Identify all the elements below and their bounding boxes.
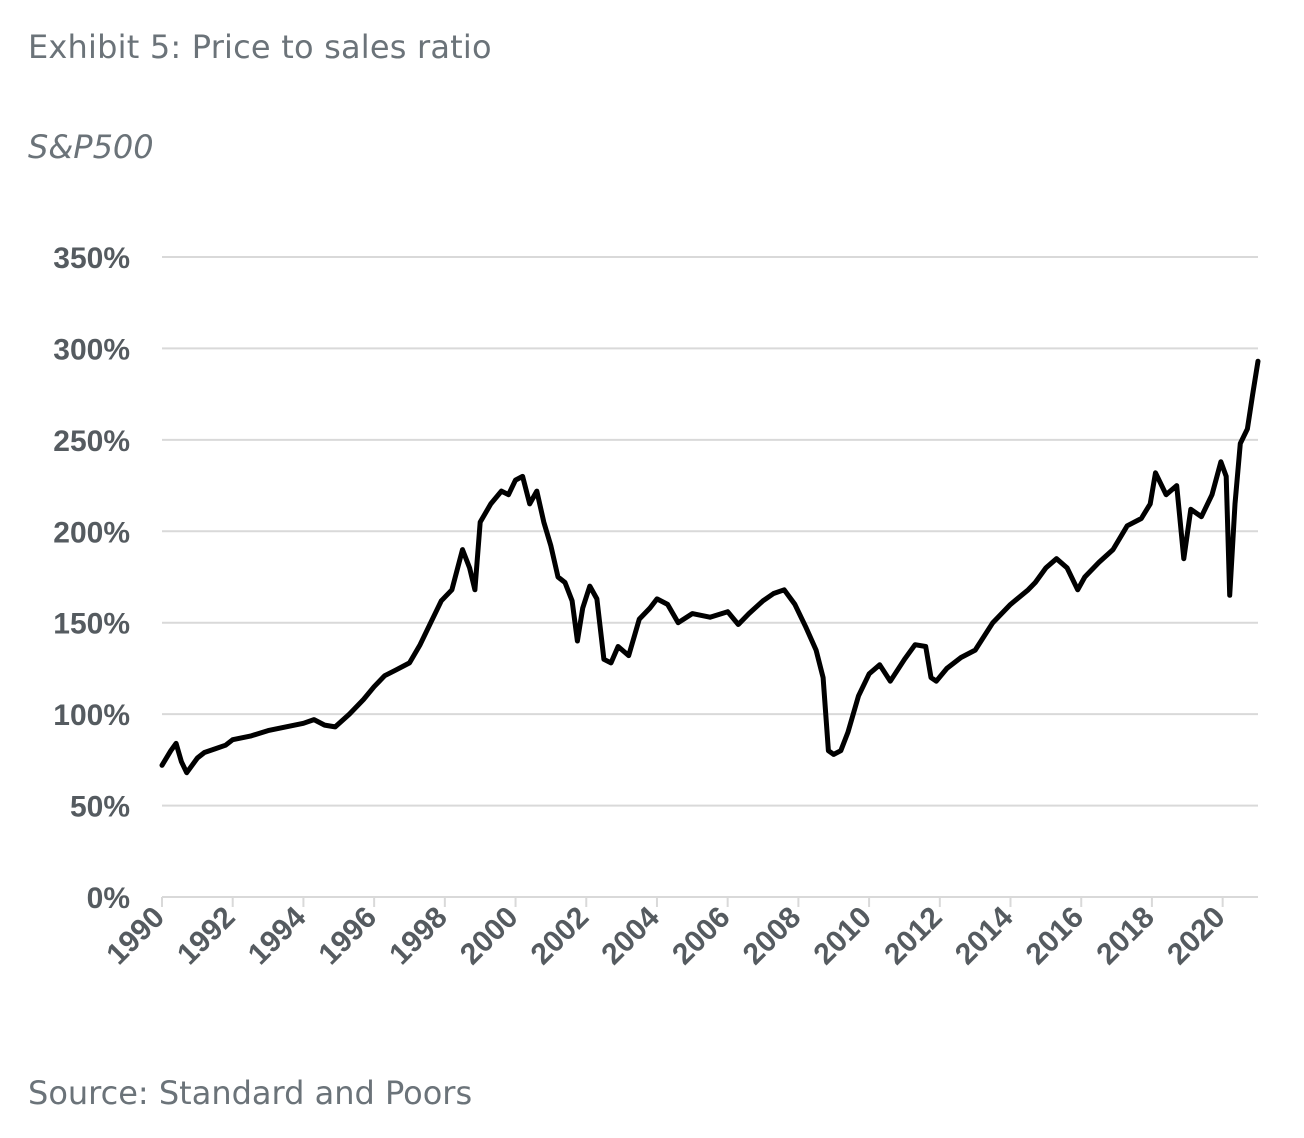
x-tick-label: 2014 — [949, 900, 1020, 971]
y-tick-label: 350% — [53, 242, 130, 275]
x-tick-label: 2006 — [666, 901, 737, 972]
x-tick-label: 2002 — [525, 901, 596, 972]
y-tick-label: 250% — [53, 425, 130, 458]
y-tick-label: 200% — [53, 516, 130, 549]
x-tick-label: 2012 — [878, 901, 949, 972]
x-tick-label: 2020 — [1161, 901, 1232, 972]
y-tick-label: 0% — [87, 882, 130, 915]
x-tick-label: 2004 — [595, 900, 666, 971]
series-lines — [159, 358, 1261, 776]
x-tick-label: 1994 — [242, 900, 313, 971]
y-axis-ticks: 0% 50% 100% 150% 200% 250% 300% 350% — [53, 242, 130, 915]
x-tick-label: 2008 — [737, 901, 808, 972]
x-tick-label: 1996 — [313, 901, 384, 972]
source-note: Source: Standard and Poors — [28, 1074, 473, 1112]
x-axis-ticks: 1990 1992 1994 1996 1998 2000 2002 2004 2006 2008… — [100, 897, 1232, 972]
chart-subtitle: S&P500 — [28, 128, 154, 166]
y-tick-label: 150% — [53, 608, 130, 641]
series-line — [159, 358, 1261, 776]
x-tick-label: 1992 — [171, 901, 242, 972]
x-tick-label: 2016 — [1020, 901, 1091, 972]
x-tick-label: 2010 — [808, 901, 879, 972]
x-tick-label: 2018 — [1090, 901, 1161, 972]
gridlines — [162, 256, 1258, 807]
y-tick-label: 300% — [53, 333, 130, 366]
chart-title: Exhibit 5: Price to sales ratio — [28, 28, 492, 66]
y-tick-label: 50% — [70, 791, 130, 824]
y-tick-label: 100% — [53, 699, 130, 732]
x-tick-label: 1998 — [383, 901, 454, 972]
x-tick-label: 2000 — [454, 901, 525, 972]
